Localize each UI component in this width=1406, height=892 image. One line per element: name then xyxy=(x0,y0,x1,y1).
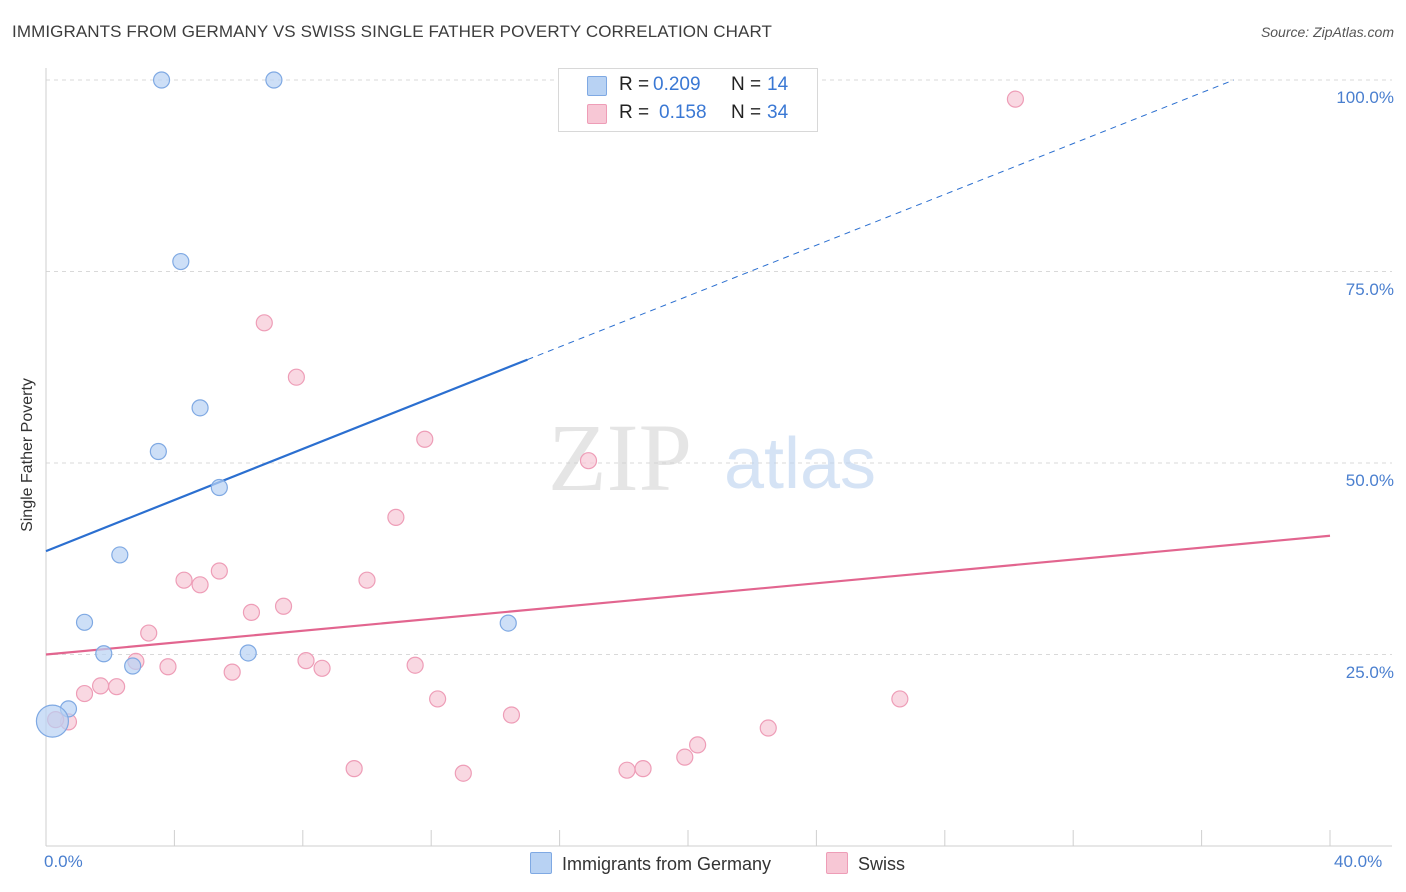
point-swiss xyxy=(191,576,209,594)
point-swiss xyxy=(91,677,110,695)
point-swiss xyxy=(406,656,424,674)
legend-n-value: 14 xyxy=(767,74,789,95)
point-swiss xyxy=(210,562,228,580)
legend-label-germany: Immigrants from Germany xyxy=(562,854,772,874)
legend-r-label: R = xyxy=(619,74,650,95)
legend-swatch-blue xyxy=(587,76,607,96)
point-swiss xyxy=(297,652,315,670)
trend-line-swiss xyxy=(45,534,1331,656)
legend-swatch-pink xyxy=(587,104,607,124)
point-swiss xyxy=(255,314,273,332)
source-label: Source: ZipAtlas.com xyxy=(1260,24,1394,40)
point-swiss xyxy=(108,678,126,696)
watermark-atlas: atlas xyxy=(724,424,876,504)
point-swiss xyxy=(579,452,598,470)
point-swiss xyxy=(358,571,376,589)
legend-n-label: N = xyxy=(731,74,762,95)
y-tick-label: 75.0% xyxy=(1345,279,1394,299)
point-germany xyxy=(499,614,517,632)
legend-swatch-blue xyxy=(530,852,552,874)
point-germany xyxy=(210,478,228,497)
point-swiss xyxy=(287,368,305,386)
point-germany xyxy=(191,399,209,417)
point-swiss xyxy=(1006,90,1025,108)
correlation-legend: R = 0.209 N = 14 R = 0.158 N = 34 xyxy=(558,68,818,132)
point-germany xyxy=(152,71,171,89)
point-swiss xyxy=(345,760,363,778)
point-swiss xyxy=(759,719,777,737)
point-germany xyxy=(95,645,113,663)
legend-n-label: N = xyxy=(731,102,762,123)
point-swiss xyxy=(429,690,447,708)
point-swiss xyxy=(140,624,158,642)
x-tick-max: 40.0% xyxy=(1334,852,1383,871)
point-swiss xyxy=(223,663,241,681)
legend-n-value: 34 xyxy=(767,102,789,123)
point-swiss xyxy=(274,597,293,615)
point-germany xyxy=(239,644,257,662)
point-swiss xyxy=(159,658,177,676)
y-tick-label: 100.0% xyxy=(1336,88,1394,107)
trend-line-germany xyxy=(45,358,528,553)
point-swiss xyxy=(387,508,405,526)
point-swiss xyxy=(242,603,261,621)
point-germany xyxy=(172,252,190,271)
point-swiss xyxy=(634,760,652,778)
legend-r-label: R = xyxy=(619,102,650,123)
legend-r-value: 0.158 xyxy=(659,102,707,123)
point-germany xyxy=(124,657,142,675)
legend-item-swiss[interactable]: Swiss xyxy=(826,852,905,875)
point-germany xyxy=(149,442,167,461)
point-germany xyxy=(265,71,283,89)
point-swiss xyxy=(689,736,707,754)
legend-r-value: 0.209 xyxy=(653,74,701,95)
point-swiss xyxy=(676,748,694,766)
trend-line-germany-extension xyxy=(527,79,1234,361)
point-swiss xyxy=(416,430,434,448)
grid-lines xyxy=(46,79,1392,655)
point-swiss xyxy=(454,764,472,782)
axes xyxy=(45,68,1392,847)
legend-item-germany[interactable]: Immigrants from Germany xyxy=(530,852,771,875)
point-swiss xyxy=(175,571,193,589)
y-axis-label: Single Father Poverty xyxy=(19,378,36,532)
y-tick-label: 25.0% xyxy=(1345,662,1394,682)
y-tick-label: 50.0% xyxy=(1345,471,1394,490)
data-points xyxy=(35,71,1025,782)
watermark-zip: ZIP xyxy=(548,404,692,511)
legend-label-swiss: Swiss xyxy=(858,854,906,874)
point-swiss xyxy=(891,690,909,708)
point-swiss xyxy=(502,706,521,724)
watermark: ZIP atlas xyxy=(548,404,876,511)
point-swiss xyxy=(75,684,94,703)
point-germany xyxy=(75,613,94,631)
legend-swatch-pink xyxy=(826,852,848,874)
chart-title: IMMIGRANTS FROM GERMANY VS SWISS SINGLE … xyxy=(12,22,773,41)
x-tick-min: 0.0% xyxy=(44,852,83,871)
point-swiss xyxy=(618,761,636,779)
trend-lines xyxy=(45,79,1331,656)
point-swiss xyxy=(313,659,331,677)
point-germany xyxy=(111,546,129,564)
point-germany xyxy=(35,704,70,738)
